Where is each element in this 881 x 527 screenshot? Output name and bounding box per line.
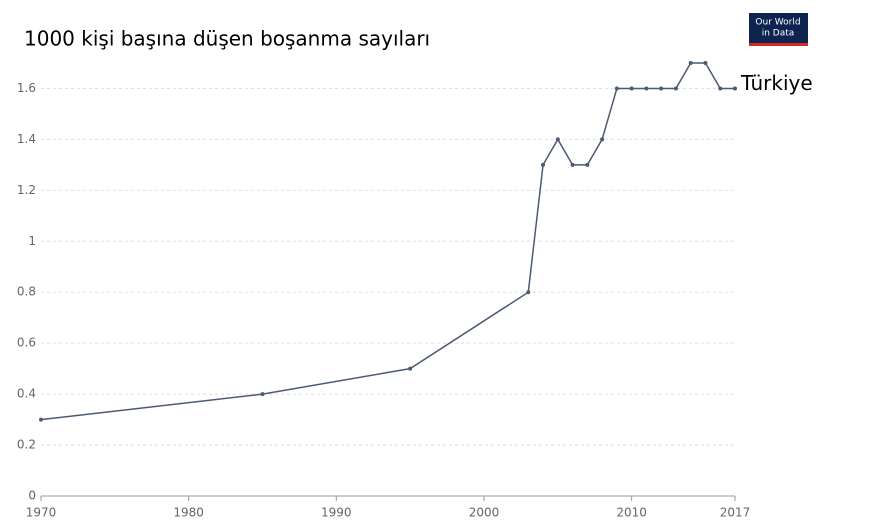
y-tick-label: 1.4: [17, 132, 36, 146]
point: [600, 137, 605, 142]
point: [703, 61, 708, 65]
point: [688, 61, 693, 65]
point: [585, 162, 590, 167]
point: [673, 86, 678, 91]
logo-bar: [749, 43, 808, 46]
chart-title: 1000 kişi başına düşen boşanma sayıları: [24, 27, 430, 51]
point: [570, 162, 575, 167]
x-tick-label: 2017: [720, 506, 751, 520]
y-tick-label: 0.4: [17, 387, 36, 401]
x-tick-label: 2010: [616, 506, 647, 520]
logo: [749, 13, 808, 46]
point: [541, 162, 546, 167]
x-tick-label: 1970: [26, 506, 57, 520]
x-tick-label: 1980: [173, 506, 204, 520]
point: [526, 290, 531, 295]
point: [614, 86, 619, 91]
y-tick-label: 0.6: [17, 336, 36, 350]
series-label: Türkiye: [740, 71, 813, 95]
point: [733, 86, 737, 91]
y-tick-label: 0.2: [17, 438, 36, 452]
point: [644, 86, 649, 91]
point: [718, 86, 723, 91]
line: [40, 62, 735, 421]
point: [629, 86, 634, 91]
point: [408, 366, 413, 371]
y-tick-label: 1.6: [17, 81, 36, 95]
x-tick-label: 1990: [321, 506, 352, 520]
point: [659, 86, 664, 91]
y-tick-label: 0: [28, 489, 36, 503]
x-tick-label: 2000: [469, 506, 500, 520]
point: [39, 417, 43, 422]
point: [260, 392, 265, 397]
y-tick-label: 1: [28, 234, 36, 248]
y-tick-label: 1.2: [17, 183, 36, 197]
y-tick-label: 0.8: [17, 285, 36, 299]
logo-text: in Data: [762, 29, 795, 39]
logo-text: Our World: [755, 18, 800, 28]
point: [555, 137, 560, 142]
